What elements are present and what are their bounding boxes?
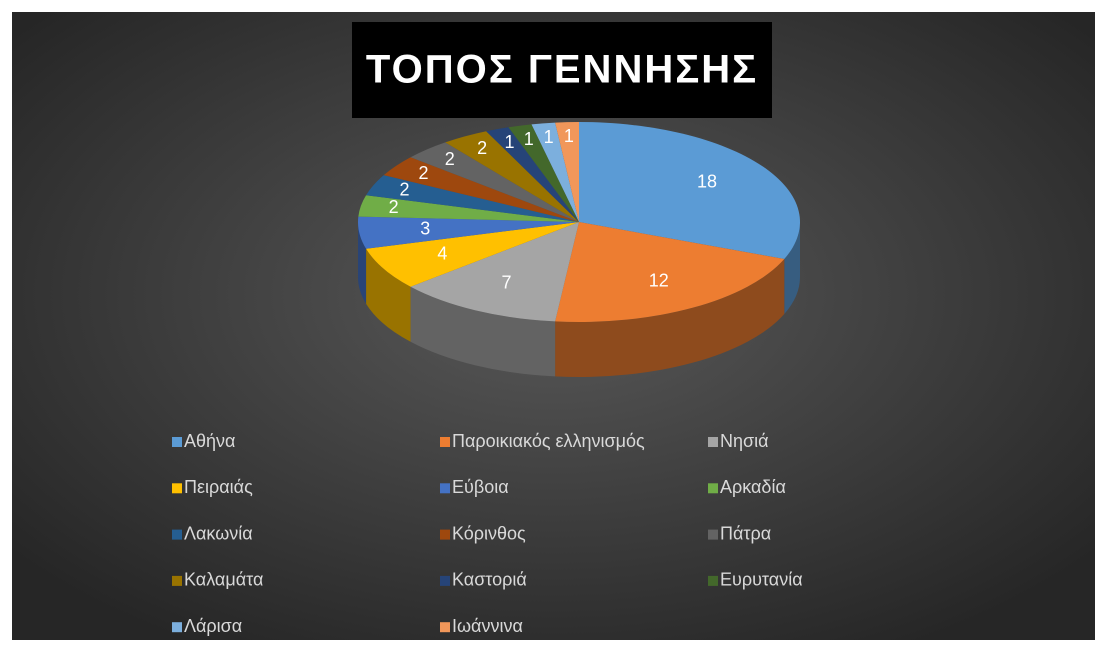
data-label: 7 <box>502 273 512 293</box>
chart-title: ΤΟΠΟΣ ΓΕΝΝΗΣΗΣ <box>366 48 758 92</box>
legend-swatch <box>440 529 450 540</box>
pie-slice <box>358 216 579 249</box>
legend-swatch <box>440 575 450 586</box>
data-label: 1 <box>544 127 554 147</box>
legend-label: Λακωνία <box>184 523 253 543</box>
pie-side <box>784 222 800 315</box>
data-label: 4 <box>437 244 447 264</box>
pie-side <box>410 286 556 377</box>
pie-slice <box>508 124 579 222</box>
legend-swatch <box>708 529 718 540</box>
pie-slice <box>555 122 579 222</box>
data-label: 12 <box>649 271 669 291</box>
legend-label: Ευρυτανία <box>720 570 803 590</box>
legend-label: Ιωάννινα <box>452 616 523 636</box>
legend-swatch <box>708 575 718 586</box>
legend-label: Καστοριά <box>452 570 527 590</box>
pie-slice <box>445 131 579 222</box>
pie-slice <box>486 127 579 222</box>
legend-swatch <box>172 437 182 447</box>
title-box <box>352 22 772 118</box>
data-label: 2 <box>477 138 487 158</box>
pie-slice <box>383 157 579 222</box>
legend-label: Αρκαδία <box>720 477 786 497</box>
legend-swatch <box>172 529 182 540</box>
data-label: 1 <box>524 129 534 149</box>
data-label: 18 <box>697 171 717 191</box>
data-label: 1 <box>564 126 574 146</box>
legend-swatch <box>440 437 450 447</box>
pie-slice <box>358 195 579 222</box>
legend-swatch <box>172 622 182 633</box>
data-label: 2 <box>389 197 399 217</box>
legend-label: Πειραιάς <box>184 477 253 497</box>
data-label: 2 <box>419 163 429 183</box>
legend-label: Νησιά <box>720 431 769 451</box>
legend-label: Πάτρα <box>720 523 771 543</box>
pie-side <box>366 248 411 342</box>
legend-swatch <box>172 575 182 586</box>
legend-swatch <box>440 622 450 633</box>
data-label: 2 <box>445 149 455 169</box>
pie-slice <box>366 175 579 222</box>
legend-label: Λάρισα <box>184 616 242 636</box>
pie-slice <box>555 222 785 322</box>
pie-slice <box>579 122 801 260</box>
pie-slice <box>410 222 579 322</box>
pie-side <box>358 222 367 304</box>
pie-slice <box>410 142 579 222</box>
data-label: 2 <box>399 179 409 199</box>
legend-swatch <box>172 483 182 494</box>
legend-swatch <box>708 483 718 494</box>
pie-slice <box>366 222 579 287</box>
legend-label: Αθήνα <box>184 431 235 451</box>
legend-swatch <box>440 483 450 494</box>
data-label: 1 <box>504 132 514 152</box>
pie-side <box>555 259 785 377</box>
legend-label: Παροικιακός ελληνισμός <box>452 431 645 451</box>
legend-label: Καλαμάτα <box>184 570 263 590</box>
legend-label: Κόρινθος <box>452 523 526 543</box>
data-label: 3 <box>420 218 430 238</box>
pie-slice <box>531 122 579 222</box>
legend-label: Εύβοια <box>452 477 509 497</box>
legend-swatch <box>708 437 718 447</box>
